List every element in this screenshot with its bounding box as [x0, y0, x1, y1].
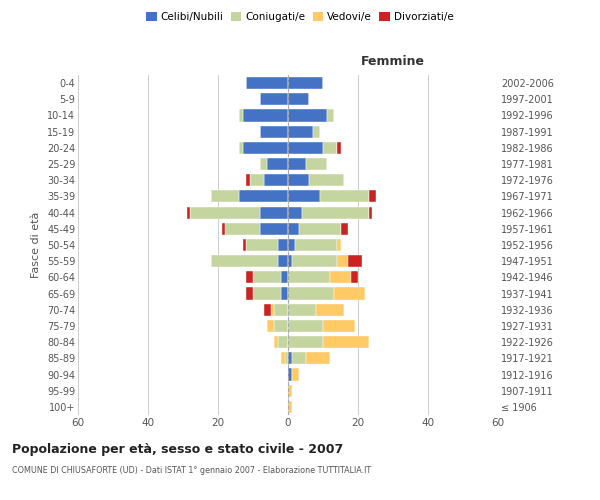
Bar — [277, 336, 288, 348]
Bar — [288, 401, 292, 413]
Y-axis label: Fasce di età: Fasce di età — [31, 212, 41, 278]
Bar — [299, 222, 341, 235]
Bar — [288, 239, 295, 251]
Bar — [246, 174, 250, 186]
Bar — [337, 239, 341, 251]
Bar — [288, 384, 292, 397]
Bar — [288, 255, 292, 268]
Bar — [334, 288, 365, 300]
Bar — [274, 336, 277, 348]
Legend: Celibi/Nubili, Coniugati/e, Vedovi/e, Divorziati/e: Celibi/Nubili, Coniugati/e, Vedovi/e, Di… — [142, 8, 458, 26]
Bar — [288, 77, 323, 89]
Bar — [347, 255, 361, 268]
Text: Popolazione per età, sesso e stato civile - 2007: Popolazione per età, sesso e stato civil… — [12, 442, 343, 456]
Bar — [323, 142, 337, 154]
Bar — [246, 77, 288, 89]
Bar — [281, 272, 288, 283]
Bar — [253, 288, 281, 300]
Bar — [288, 158, 305, 170]
Bar — [211, 190, 239, 202]
Bar — [239, 190, 288, 202]
Bar — [316, 304, 344, 316]
Bar — [288, 272, 330, 283]
Bar — [313, 126, 320, 138]
Bar — [341, 222, 347, 235]
Bar — [250, 174, 263, 186]
Bar — [281, 288, 288, 300]
Bar — [337, 255, 347, 268]
Bar — [323, 336, 368, 348]
Bar — [260, 206, 288, 218]
Bar — [263, 304, 271, 316]
Bar — [260, 222, 288, 235]
Text: Femmine: Femmine — [361, 55, 425, 68]
Bar — [288, 336, 323, 348]
Bar — [239, 142, 242, 154]
Bar — [267, 158, 288, 170]
Bar — [309, 174, 344, 186]
Bar — [288, 110, 326, 122]
Bar — [267, 320, 274, 332]
Bar — [288, 190, 320, 202]
Bar — [274, 320, 288, 332]
Bar — [326, 110, 334, 122]
Bar — [288, 352, 292, 364]
Bar — [246, 272, 253, 283]
Bar — [288, 142, 323, 154]
Bar — [281, 352, 284, 364]
Bar — [292, 368, 299, 380]
Bar — [277, 239, 288, 251]
Text: COMUNE DI CHIUSAFORTE (UD) - Dati ISTAT 1° gennaio 2007 - Elaborazione TUTTITALI: COMUNE DI CHIUSAFORTE (UD) - Dati ISTAT … — [12, 466, 371, 475]
Bar — [292, 255, 337, 268]
Bar — [274, 304, 288, 316]
Bar — [337, 142, 341, 154]
Bar — [295, 239, 337, 251]
Bar — [320, 190, 368, 202]
Bar — [288, 222, 299, 235]
Bar — [302, 206, 368, 218]
Bar — [246, 239, 277, 251]
Bar — [263, 174, 288, 186]
Bar — [288, 174, 309, 186]
Bar — [277, 255, 288, 268]
Bar — [253, 272, 281, 283]
Bar — [260, 158, 267, 170]
Bar — [221, 222, 225, 235]
Bar — [292, 352, 305, 364]
Bar — [284, 352, 288, 364]
Bar — [288, 368, 292, 380]
Bar — [351, 272, 358, 283]
Bar — [225, 222, 260, 235]
Bar — [239, 110, 242, 122]
Bar — [242, 110, 288, 122]
Bar — [260, 93, 288, 106]
Bar — [288, 288, 334, 300]
Bar — [330, 272, 351, 283]
Bar — [190, 206, 260, 218]
Bar — [368, 206, 372, 218]
Bar — [242, 142, 288, 154]
Bar — [260, 126, 288, 138]
Bar — [271, 304, 274, 316]
Bar — [288, 206, 302, 218]
Bar — [211, 255, 277, 268]
Bar — [323, 320, 355, 332]
Bar — [288, 126, 313, 138]
Bar — [305, 352, 330, 364]
Bar — [246, 288, 253, 300]
Bar — [305, 158, 326, 170]
Bar — [368, 190, 376, 202]
Bar — [187, 206, 190, 218]
Bar — [288, 304, 316, 316]
Bar — [288, 320, 323, 332]
Bar — [288, 93, 309, 106]
Bar — [242, 239, 246, 251]
